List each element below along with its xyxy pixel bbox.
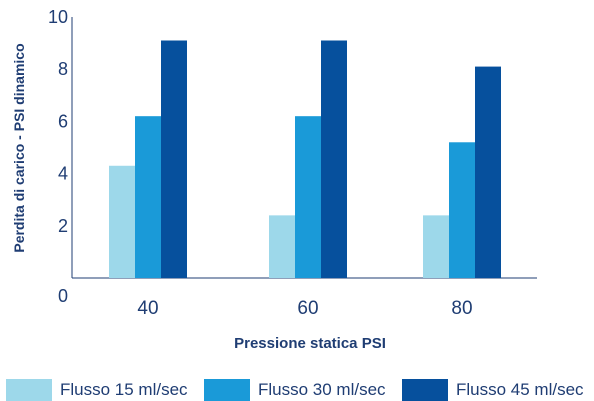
bars <box>109 40 501 279</box>
bar-chart: 0 2 4 6 8 10 40 60 80 Pressione statica PSI Per… <box>11 7 537 352</box>
y-tick-label: 8 <box>58 59 68 79</box>
x-axis-title: Pressione statica PSI <box>234 335 386 352</box>
x-tick-label: 60 <box>297 298 318 319</box>
legend-item-flusso-15: Flusso 15 ml/sec <box>6 379 188 401</box>
bar-flusso-15-ml-sec-80 <box>423 215 449 278</box>
bar-flusso-15-ml-sec-60 <box>269 215 295 278</box>
y-tick-label: 4 <box>58 164 68 184</box>
legend-swatch-flusso-15 <box>6 379 52 401</box>
y-tick-label: 2 <box>58 216 68 236</box>
bar-flusso-30-ml-sec-80 <box>449 142 475 278</box>
y-tick-label: 0 <box>58 286 68 306</box>
bar-flusso-30-ml-sec-60 <box>295 116 321 279</box>
bar-flusso-45-ml-sec-60 <box>321 40 347 278</box>
legend-label-flusso-45: Flusso 45 ml/sec <box>456 380 584 399</box>
bar-flusso-45-ml-sec-80 <box>475 66 501 278</box>
chart-legend: Flusso 15 ml/sec Flusso 30 ml/sec Flusso… <box>0 379 594 401</box>
bar-flusso-45-ml-sec-40 <box>161 40 187 278</box>
legend-label-flusso-30: Flusso 30 ml/sec <box>258 380 386 399</box>
x-tick-label: 40 <box>137 298 158 319</box>
y-tick-label: 10 <box>48 7 68 27</box>
legend-label-flusso-15: Flusso 15 ml/sec <box>60 380 188 399</box>
x-tick-label: 80 <box>451 298 472 319</box>
legend-item-flusso-30: Flusso 30 ml/sec <box>204 379 386 401</box>
bar-flusso-30-ml-sec-40 <box>135 116 161 279</box>
x-tick-labels: 40 60 80 <box>137 298 472 319</box>
legend-swatch-flusso-45 <box>402 379 448 401</box>
y-tick-labels: 0 2 4 6 8 10 <box>48 7 68 306</box>
legend-item-flusso-45: Flusso 45 ml/sec <box>402 379 584 401</box>
bar-flusso-15-ml-sec-40 <box>109 165 135 278</box>
legend-swatch-flusso-30 <box>204 379 250 401</box>
y-axis-title: Perdita di carico - PSI dinamico <box>11 43 27 252</box>
y-tick-label: 6 <box>58 111 68 131</box>
